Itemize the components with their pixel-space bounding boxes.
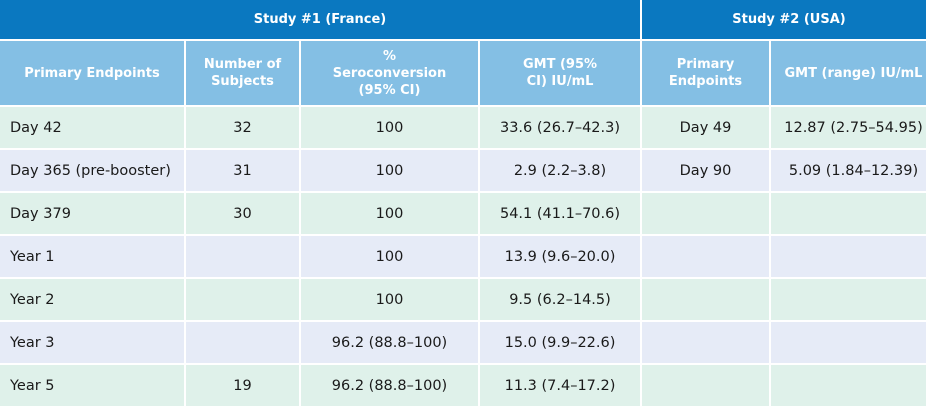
- cell: 100: [301, 236, 478, 277]
- cell: 100: [301, 150, 478, 191]
- cell: 32: [186, 107, 299, 148]
- cell: 11.3 (7.4–17.2): [480, 365, 640, 406]
- column-header: Number of Subjects: [186, 41, 299, 105]
- cell: 9.5 (6.2–14.5): [480, 279, 640, 320]
- cell: [642, 279, 769, 320]
- cell: Day 49: [642, 107, 769, 148]
- cell: Day 365 (pre-booster): [0, 150, 184, 191]
- cell: [771, 322, 926, 363]
- table-row: Year 1 100 13.9 (9.6–20.0): [0, 236, 926, 277]
- cell: 96.2 (88.8–100): [301, 322, 478, 363]
- cell: [186, 322, 299, 363]
- column-header: Primary Endpoints: [0, 41, 184, 105]
- cell: 54.1 (41.1–70.6): [480, 193, 640, 234]
- cell: 2.9 (2.2–3.8): [480, 150, 640, 191]
- study1-title: Study #1 (France): [0, 0, 640, 39]
- cell: 31: [186, 150, 299, 191]
- column-header: Primary Endpoints: [642, 41, 769, 105]
- cell: 19: [186, 365, 299, 406]
- cell: 33.6 (26.7–42.3): [480, 107, 640, 148]
- cell: [642, 193, 769, 234]
- cell: 100: [301, 107, 478, 148]
- cell: 100: [301, 193, 478, 234]
- cell: Day 90: [642, 150, 769, 191]
- cell: 15.0 (9.9–22.6): [480, 322, 640, 363]
- table-row: Year 2 100 9.5 (6.2–14.5): [0, 279, 926, 320]
- table-row: Year 3 96.2 (88.8–100) 15.0 (9.9–22.6): [0, 322, 926, 363]
- cell: 13.9 (9.6–20.0): [480, 236, 640, 277]
- table-row: Day 42 32 100 33.6 (26.7–42.3) Day 49 12…: [0, 107, 926, 148]
- cell: [771, 365, 926, 406]
- column-header: GMT (95% CI) IU/mL: [480, 41, 640, 105]
- column-header: GMT (range) IU/mL: [771, 41, 926, 105]
- cell: 12.87 (2.75–54.95): [771, 107, 926, 148]
- column-header: % Seroconversion (95% CI): [301, 41, 478, 105]
- cell: 96.2 (88.8–100): [301, 365, 478, 406]
- cell: [771, 279, 926, 320]
- cell: [642, 365, 769, 406]
- cell: [771, 193, 926, 234]
- table-row: Day 365 (pre-booster) 31 100 2.9 (2.2–3.…: [0, 150, 926, 191]
- cell: [186, 279, 299, 320]
- cell: Year 5: [0, 365, 184, 406]
- cell: [186, 236, 299, 277]
- cell: [771, 236, 926, 277]
- cell: Year 3: [0, 322, 184, 363]
- cell: Year 1: [0, 236, 184, 277]
- study2-title: Study #2 (USA): [642, 0, 926, 39]
- cell: 30: [186, 193, 299, 234]
- cell: Year 2: [0, 279, 184, 320]
- cell: Day 42: [0, 107, 184, 148]
- table-row: Year 5 19 96.2 (88.8–100) 11.3 (7.4–17.2…: [0, 365, 926, 406]
- cell: 100: [301, 279, 478, 320]
- cell: Day 379: [0, 193, 184, 234]
- cell: [642, 236, 769, 277]
- table-row: Day 379 30 100 54.1 (41.1–70.6): [0, 193, 926, 234]
- cell: [642, 322, 769, 363]
- cell: 5.09 (1.84–12.39): [771, 150, 926, 191]
